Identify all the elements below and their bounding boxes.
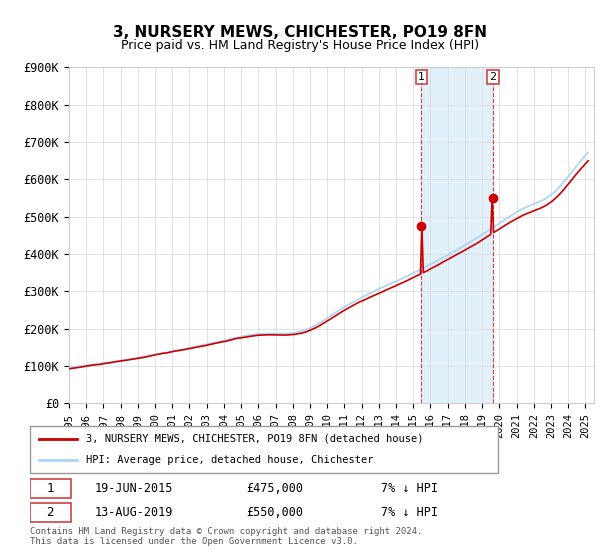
Bar: [421, 67, 493, 403]
Text: £550,000: £550,000: [246, 506, 303, 519]
Text: Contains HM Land Registry data © Crown copyright and database right 2024.
This d: Contains HM Land Registry data © Crown c…: [30, 526, 422, 546]
Text: 2: 2: [46, 506, 54, 519]
Text: 2: 2: [489, 72, 496, 82]
Text: HPI: Average price, detached house, Chichester: HPI: Average price, detached house, Chic…: [86, 455, 374, 465]
Text: £475,000: £475,000: [246, 482, 303, 494]
Text: 1: 1: [46, 482, 54, 494]
Text: 19-JUN-2015: 19-JUN-2015: [95, 482, 173, 494]
FancyBboxPatch shape: [30, 478, 71, 498]
Text: 13-AUG-2019: 13-AUG-2019: [95, 506, 173, 519]
Text: 7% ↓ HPI: 7% ↓ HPI: [381, 506, 438, 519]
Text: Price paid vs. HM Land Registry's House Price Index (HPI): Price paid vs. HM Land Registry's House …: [121, 39, 479, 52]
Text: 3, NURSERY MEWS, CHICHESTER, PO19 8FN: 3, NURSERY MEWS, CHICHESTER, PO19 8FN: [113, 25, 487, 40]
Text: 7% ↓ HPI: 7% ↓ HPI: [381, 482, 438, 494]
Text: 1: 1: [418, 72, 425, 82]
FancyBboxPatch shape: [30, 426, 498, 473]
Text: 3, NURSERY MEWS, CHICHESTER, PO19 8FN (detached house): 3, NURSERY MEWS, CHICHESTER, PO19 8FN (d…: [86, 434, 424, 444]
FancyBboxPatch shape: [30, 503, 71, 522]
